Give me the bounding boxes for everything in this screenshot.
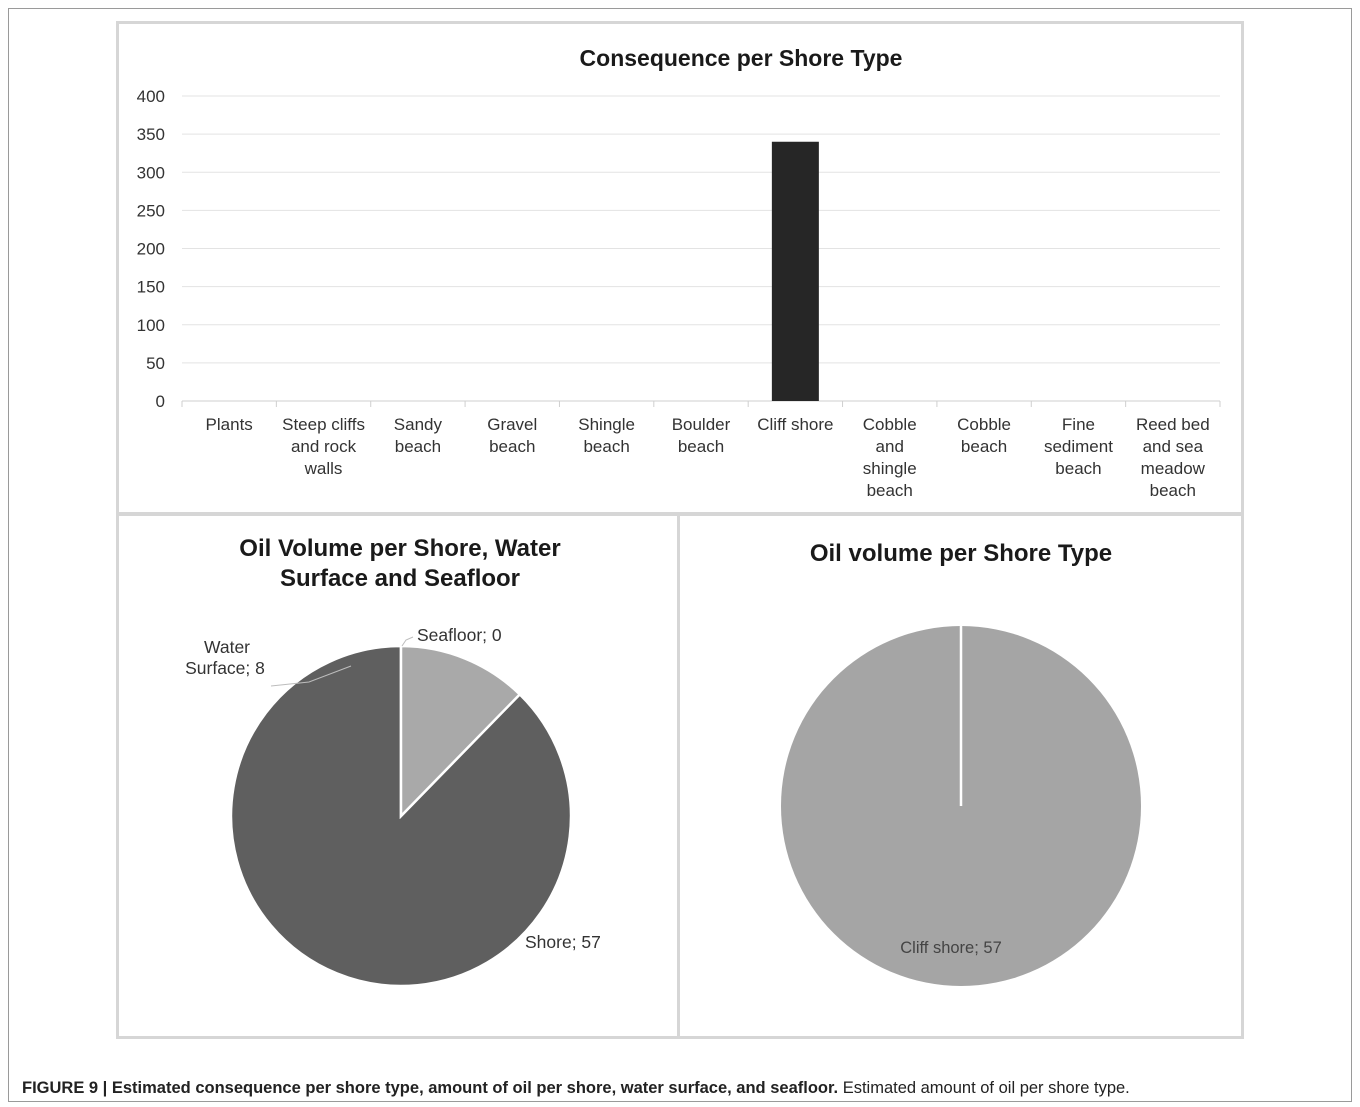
y-tick-label: 350 <box>137 125 165 144</box>
bar-chart-panel: Consequence per Shore Type 0 50 100 150 200 2… <box>116 21 1244 515</box>
slice-label-water-surface: Water Surface; 8 <box>185 637 265 678</box>
x-tick-label: Plants <box>206 415 253 434</box>
y-tick-label: 0 <box>156 392 165 411</box>
bar-chart-title: Consequence per Shore Type <box>580 45 903 71</box>
caption-normal: Estimated amount of oil per shore type. <box>842 1079 1130 1097</box>
pie-chart-2-title: Oil volume per Shore Type <box>810 540 1112 567</box>
y-tick-label: 400 <box>137 87 165 106</box>
figure-frame <box>8 8 1352 1102</box>
x-tick-label: Sandy beach <box>394 415 443 456</box>
pie-slice <box>399 644 522 820</box>
pie-chart-1-title: Oil Volume per Shore, Water Surface and S… <box>239 535 560 592</box>
figure-caption: FIGURE 9 | Estimated consequence per sho… <box>22 1079 1130 1098</box>
slice-label-shore: Shore; 57 <box>525 932 601 952</box>
caption-bold: FIGURE 9 | Estimated consequence per sho… <box>22 1079 839 1097</box>
y-tick-label: 300 <box>137 163 165 182</box>
x-tick-label: Cliff shore <box>757 415 833 434</box>
bar <box>771 141 819 401</box>
y-tick-label: 200 <box>137 240 165 259</box>
y-tick-label: 150 <box>137 278 165 297</box>
pie-chart-1: Oil Volume per Shore, Water Surface and S… <box>185 535 601 988</box>
y-tick-label: 100 <box>137 316 165 335</box>
y-tick-label: 50 <box>146 354 165 373</box>
pie-chart-1-panel: Oil Volume per Shore, Water Surface and S… <box>116 513 680 1039</box>
leader-line-seafloor <box>401 636 414 647</box>
slice-label-cliff-shore: Cliff shore; 57 <box>900 939 1002 957</box>
y-tick-label: 250 <box>137 201 165 220</box>
bar-chart: Consequence per Shore Type 0 50 100 150 200 2… <box>137 45 1221 500</box>
x-tick-label: Fine sediment beach <box>1044 415 1113 478</box>
pie-chart-2: Oil volume per Shore Type Cliff shore; 5… <box>781 540 1141 986</box>
x-tick-label: Shingle beach <box>578 415 635 456</box>
leader-line-water-surface <box>270 665 352 687</box>
x-tick-label: Gravel beach <box>487 415 537 456</box>
x-tick-label: Cobble beach <box>957 415 1011 456</box>
slice-label-seafloor: Seafloor; 0 <box>417 625 502 645</box>
x-tick-label: Cobble and shingle beach <box>863 415 917 500</box>
x-tick-label: Steep cliffs and rock walls <box>282 415 365 478</box>
x-tick-label: Reed bed and sea meadow beach <box>1136 415 1210 500</box>
x-tick-label: Boulder beach <box>672 415 731 456</box>
pie-chart-2-panel: Oil volume per Shore Type Cliff shore; 5… <box>677 513 1244 1039</box>
